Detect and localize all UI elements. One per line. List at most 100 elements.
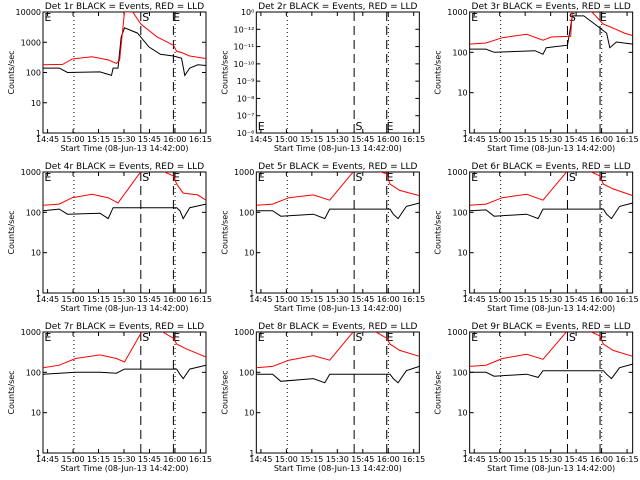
y-tick-label: 1	[249, 289, 254, 298]
panel-det-8: Det 8r BLACK = Events, RED = LLD 1 10 100 10…	[220, 322, 425, 473]
x-tick-label: 14:45	[249, 135, 272, 144]
y-tick-label: 100	[26, 368, 41, 377]
x-axis-label: Start Time (08-Jun-13 14:42:00)	[274, 304, 402, 313]
series-lld	[469, 12, 633, 45]
series-lld	[43, 332, 206, 369]
marker-e: E	[44, 11, 51, 24]
series-lld	[43, 172, 206, 206]
marker-e: E	[387, 120, 394, 133]
x-tick-label: 15:45	[138, 295, 161, 304]
y-tick-label: 10	[457, 249, 467, 258]
x-tick-label: 15:00	[62, 135, 85, 144]
x-tick-label: 16:15	[402, 455, 425, 464]
x-tick-label: 15:30	[112, 135, 135, 144]
chart-title: Det 3r BLACK = Events, RED = LLD	[472, 2, 631, 12]
marker-s: S	[142, 331, 149, 344]
series-events	[469, 202, 633, 220]
marker-e: E	[258, 331, 265, 344]
y-tick-label: 10	[457, 89, 467, 98]
y-tick-label: 1000	[21, 38, 41, 47]
x-tick-label: 15:30	[539, 135, 562, 144]
marker-e: E	[173, 171, 180, 184]
y-tick-label: 1000	[234, 168, 254, 177]
chart-title: Det 9r BLACK = Events, RED = LLD	[472, 322, 631, 332]
plot-frame	[255, 171, 420, 294]
x-tick-label: 15:15	[514, 455, 537, 464]
x-tick-label: 15:45	[565, 295, 588, 304]
x-tick-label: 15:30	[112, 295, 135, 304]
panel-det-3: Det 3r BLACK = Events, RED = LLD 1 10 100 10…	[434, 2, 639, 153]
x-tick-label: 15:30	[326, 295, 349, 304]
marker-e: E	[600, 11, 607, 24]
series-events	[43, 364, 206, 380]
x-tick-label: 15:00	[275, 135, 298, 144]
series-lld	[256, 172, 420, 206]
chart-title: Det 6r BLACK = Events, RED = LLD	[472, 162, 631, 172]
chart-title: Det 2r BLACK = Events, RED = LLD	[258, 2, 417, 12]
chart-title: Det 1r BLACK = Events, RED = LLD	[45, 2, 204, 12]
y-tick-label: 100	[26, 208, 41, 217]
marker-e: E	[173, 11, 180, 24]
y-tick-label: 1000	[21, 168, 41, 177]
x-tick-label: 15:15	[87, 295, 110, 304]
chart-title: Det 4r BLACK = Events, RED = LLD	[45, 162, 204, 172]
marker-e: E	[471, 11, 478, 24]
x-tick-label: 15:30	[326, 135, 349, 144]
y-tick-label: 10	[31, 99, 41, 108]
y-tick-label: 10000	[16, 8, 41, 17]
x-tick-label: 16:15	[189, 455, 212, 464]
x-tick-label: 15:00	[275, 295, 298, 304]
panel-det-4: Det 4r BLACK = Events, RED = LLD 1 10 100 10…	[7, 162, 212, 313]
series-events	[469, 363, 633, 380]
x-tick-label: 15:15	[87, 455, 110, 464]
chart-title: Det 8r BLACK = Events, RED = LLD	[258, 322, 417, 332]
series-events	[43, 27, 206, 77]
marker-e: E	[258, 171, 265, 184]
chart-title: Det 5r BLACK = Events, RED = LLD	[258, 162, 417, 172]
marker-s: S	[569, 331, 576, 344]
y-tick-label: 10⁻¹²	[234, 25, 255, 34]
x-tick-label: 15:15	[300, 455, 323, 464]
marker-e: E	[471, 171, 478, 184]
y-axis-label: Counts/sec	[220, 370, 229, 414]
x-tick-label: 16:00	[163, 455, 186, 464]
x-tick-label: 16:00	[163, 135, 186, 144]
x-tick-label: 15:45	[351, 295, 374, 304]
x-tick-label: 16:15	[616, 135, 639, 144]
x-tick-label: 16:15	[189, 135, 212, 144]
marker-e: E	[600, 171, 607, 184]
series-events	[469, 15, 633, 55]
y-axis-label: Counts/sec	[220, 50, 229, 94]
y-axis-label: Counts/sec	[7, 210, 16, 254]
series-lld	[469, 172, 633, 206]
y-axis-label: Counts/sec	[434, 210, 443, 254]
x-tick-label: 14:45	[36, 295, 59, 304]
x-tick-label: 15:30	[112, 455, 135, 464]
marker-s: S	[142, 171, 149, 184]
x-tick-label: 15:15	[300, 295, 323, 304]
x-axis-label: Start Time (08-Jun-13 14:42:00)	[61, 304, 189, 313]
x-tick-label: 16:00	[163, 295, 186, 304]
x-tick-label: 14:45	[249, 455, 272, 464]
y-tick-label: 1	[36, 289, 41, 298]
x-tick-label: 14:45	[463, 135, 486, 144]
y-tick-label: 1000	[447, 328, 467, 337]
plot-frame	[42, 331, 207, 454]
x-tick-label: 15:00	[62, 455, 85, 464]
y-tick-label: 10⁻⁸	[237, 94, 255, 103]
series-events	[256, 365, 420, 384]
marker-s: S	[356, 331, 363, 344]
x-tick-label: 15:00	[488, 135, 511, 144]
x-tick-label: 15:15	[514, 135, 537, 144]
x-tick-label: 16:00	[590, 295, 613, 304]
panel-det-9: Det 9r BLACK = Events, RED = LLD 1 10 100 10…	[434, 322, 639, 473]
y-tick-label: 100	[239, 208, 254, 217]
x-tick-label: 14:45	[36, 455, 59, 464]
x-tick-label: 15:45	[565, 455, 588, 464]
x-axis-label: Start Time (08-Jun-13 14:42:00)	[61, 464, 189, 473]
x-tick-label: 15:30	[539, 455, 562, 464]
x-tick-label: 16:15	[402, 295, 425, 304]
plot-frame	[42, 171, 207, 294]
x-tick-label: 16:15	[616, 295, 639, 304]
